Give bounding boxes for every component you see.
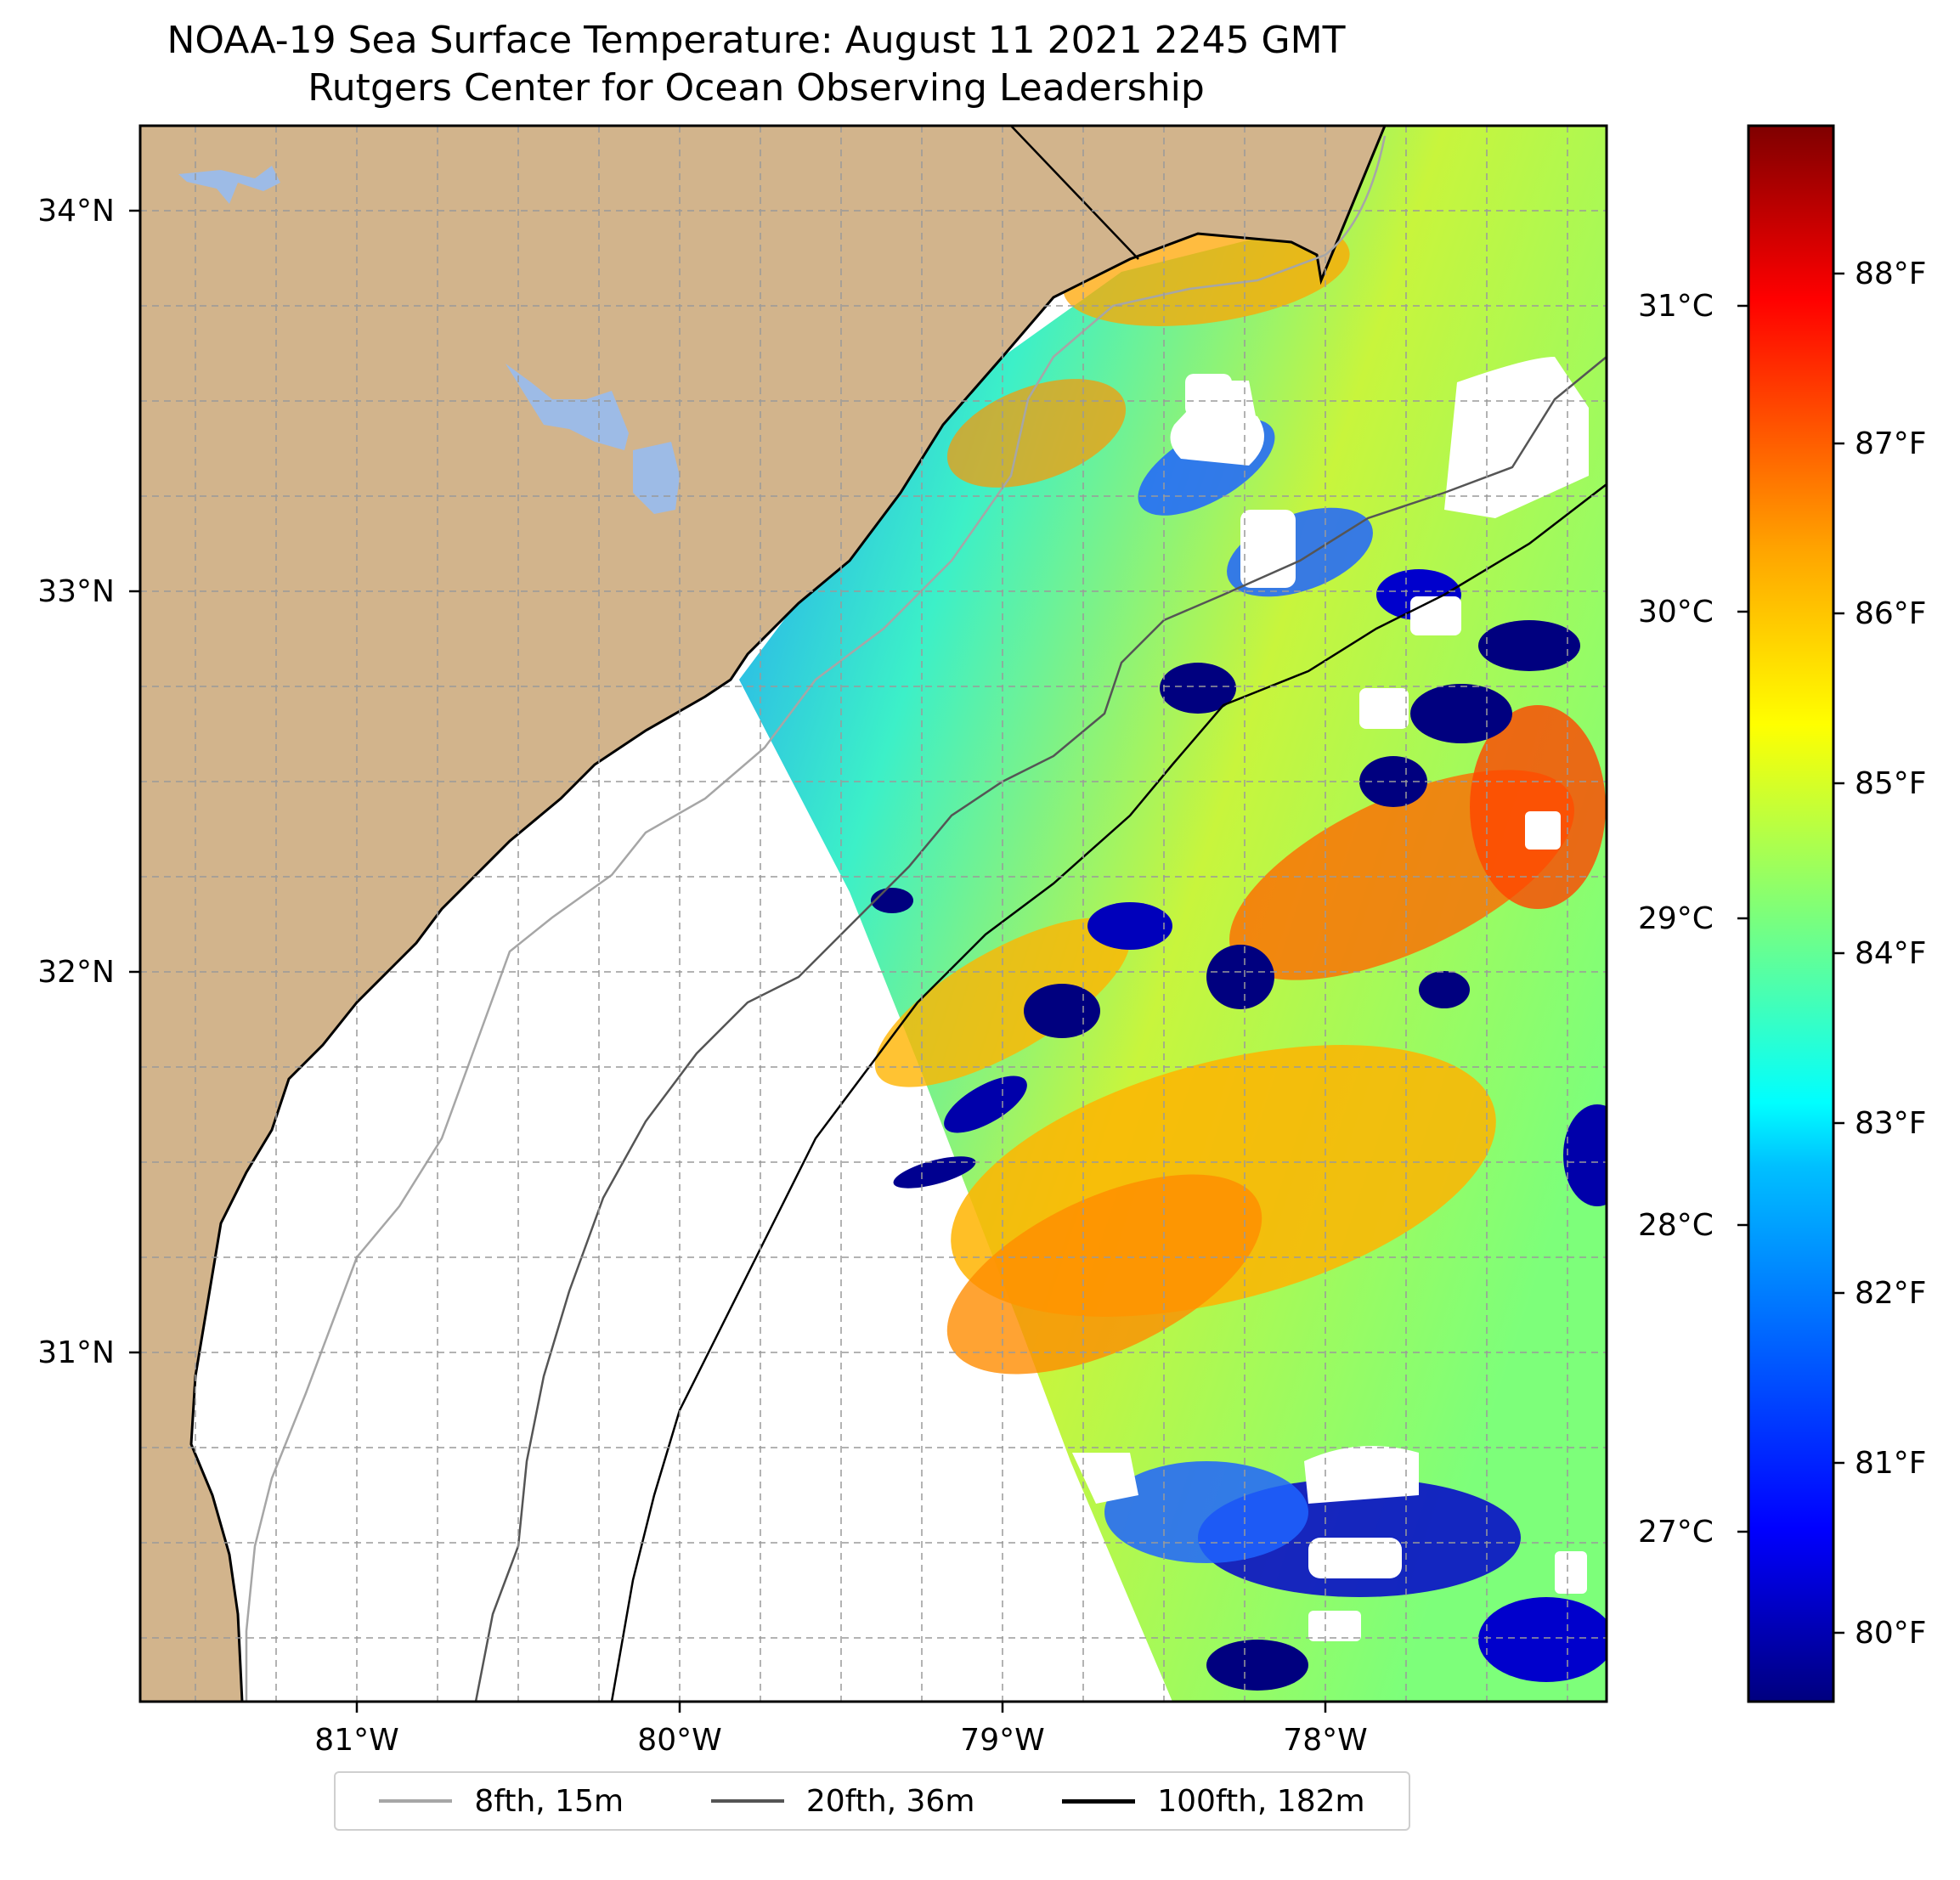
colorbar-fahrenheit-label: 84°F (1855, 936, 1927, 971)
lon-label: 80°W (637, 1723, 721, 1758)
contour-100fth (610, 483, 1607, 1702)
legend-label: 100fth, 182m (1157, 1783, 1365, 1819)
lon-label: 79°W (960, 1723, 1044, 1758)
legend-label: 20fth, 36m (805, 1783, 975, 1819)
colorbar-fahrenheit-label: 81°F (1855, 1446, 1927, 1481)
state-border (1010, 126, 1139, 260)
contour-20fth (474, 356, 1607, 1702)
legend-item-100fth: 100fth, 182m (1062, 1783, 1365, 1819)
lat-label: 31°N (37, 1335, 115, 1370)
graticule (140, 126, 1607, 1702)
contour-8fth (245, 135, 1387, 1702)
lon-label: 78°W (1283, 1723, 1367, 1758)
colorbar-fahrenheit-label: 82°F (1855, 1276, 1927, 1311)
colorbar-fahrenheit-label: 83°F (1855, 1106, 1927, 1141)
colorbar-celsius-label: 29°C (1638, 901, 1714, 936)
legend-label: 8fth, 15m (474, 1783, 624, 1819)
contour-legend: 8fth, 15m 20fth, 36m 100fth, 182m (334, 1771, 1410, 1831)
map-area[interactable] (140, 119, 1631, 1702)
lon-label: 81°W (314, 1723, 398, 1758)
legend-swatch (379, 1799, 453, 1803)
colorbar-fahrenheit-label: 85°F (1855, 766, 1927, 801)
colorbar: 31°C 30°C 29°C 28°C 27°C 88°F 87°F 86°F … (1638, 124, 1927, 1703)
colorbar-celsius-label: 28°C (1638, 1208, 1714, 1243)
colorbar-fahrenheit-label: 80°F (1855, 1616, 1927, 1651)
colorbar-fahrenheit-label: 86°F (1855, 596, 1927, 631)
legend-item-8fth: 8fth, 15m (379, 1784, 624, 1819)
colorbar-celsius-label: 31°C (1638, 289, 1714, 324)
map-frame (138, 124, 1608, 1703)
lat-label: 33°N (37, 574, 115, 609)
legend-swatch (710, 1799, 784, 1803)
colorbar-celsius-label: 27°C (1638, 1515, 1714, 1550)
colorbar-celsius-label: 30°C (1638, 595, 1714, 629)
legend-item-20fth: 20fth, 36m (710, 1783, 975, 1819)
lat-label: 32°N (37, 955, 115, 990)
legend-swatch (1062, 1798, 1136, 1804)
lat-ticks (129, 209, 140, 1354)
sst-swath (739, 126, 1607, 1702)
map-title: NOAA-19 Sea Surface Temperature: August … (167, 19, 1346, 62)
land (140, 126, 1387, 1702)
colorbar-fahrenheit-label: 88°F (1855, 257, 1927, 291)
map-subtitle: Rutgers Center for Ocean Observing Leade… (308, 66, 1205, 110)
colorbar-fahrenheit-label: 87°F (1855, 426, 1927, 461)
lat-label: 34°N (37, 194, 115, 229)
lon-ticks (355, 1702, 1327, 1713)
